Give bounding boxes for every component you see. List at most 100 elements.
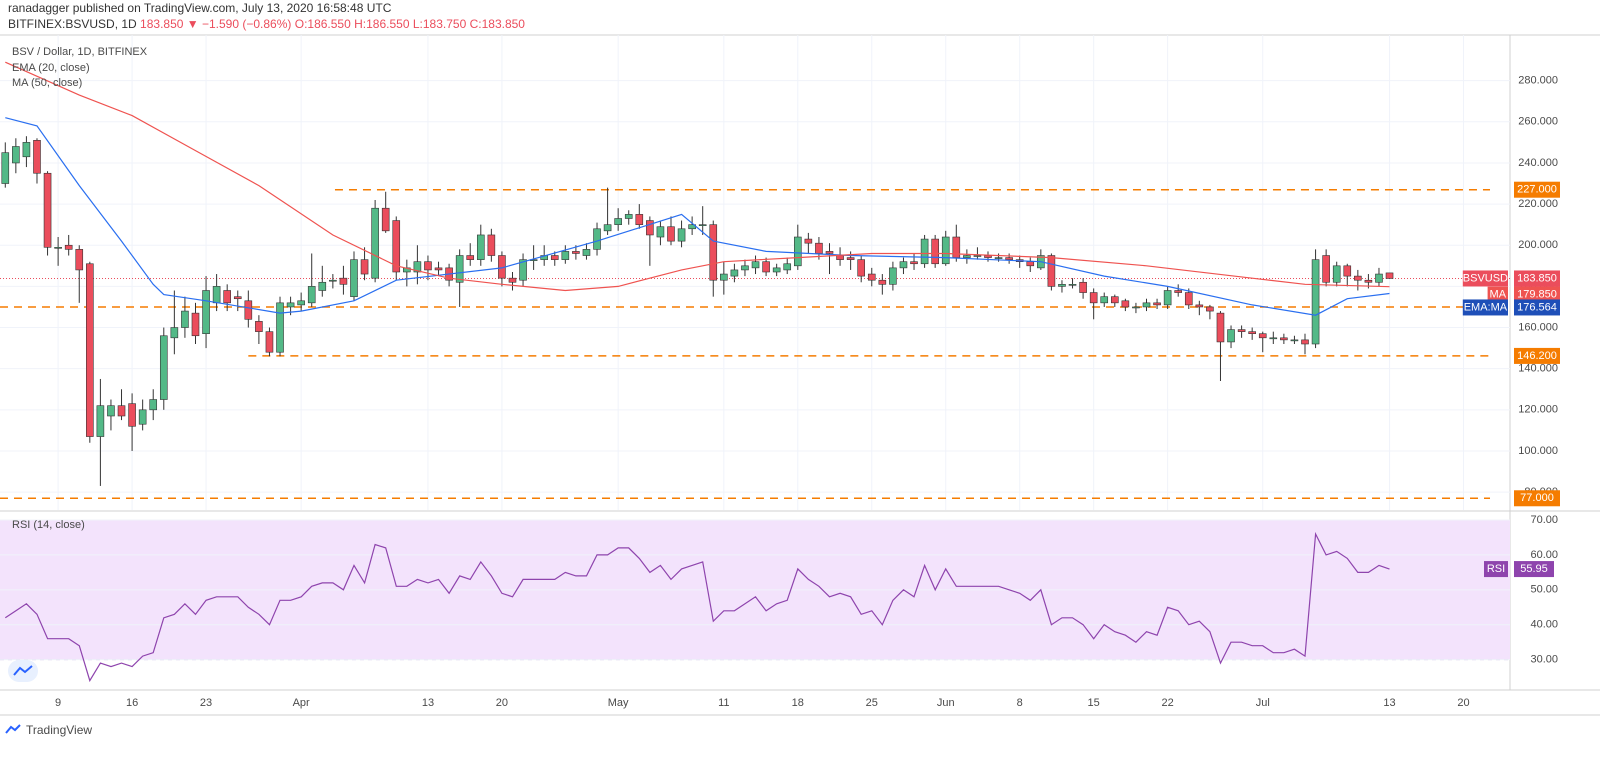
series-name-box xyxy=(1484,561,1508,578)
candle-body xyxy=(1111,296,1119,304)
price-label: 179.850 xyxy=(1517,289,1557,301)
candle-body xyxy=(1005,257,1013,260)
x-tick-label: 22 xyxy=(1162,697,1174,709)
candle-body xyxy=(783,263,792,271)
high: H:186.550 xyxy=(354,17,410,31)
candle-body xyxy=(878,279,887,285)
candle-body xyxy=(889,267,897,285)
y-tick-label: 120.000 xyxy=(1518,404,1558,416)
series-name-box xyxy=(1462,299,1508,316)
candle-body xyxy=(223,290,231,304)
candle-body xyxy=(624,214,633,219)
candle-body xyxy=(181,310,189,328)
candle-body xyxy=(931,238,939,265)
candle-body xyxy=(1058,284,1066,287)
candle-body xyxy=(1206,306,1214,312)
candle-body xyxy=(656,226,665,238)
candle-body xyxy=(646,220,654,236)
price-label-box xyxy=(1514,270,1560,287)
candle-body xyxy=(286,302,295,308)
x-tick-label: 15 xyxy=(1088,697,1100,709)
x-tick-label: 9 xyxy=(55,697,61,709)
price-label: 146.200 xyxy=(1517,350,1557,362)
candle-body xyxy=(202,290,210,335)
y-tick-label: 240.000 xyxy=(1518,157,1558,169)
candle-body xyxy=(1153,302,1161,306)
candle-body xyxy=(466,255,475,260)
candle-body xyxy=(1100,296,1109,304)
candle-body xyxy=(1311,259,1320,345)
rsi-line xyxy=(4,531,1390,683)
candle-body xyxy=(793,236,802,267)
candle-body xyxy=(1385,272,1394,279)
candle-body xyxy=(33,140,41,174)
candle-body xyxy=(107,405,115,417)
candle-body xyxy=(297,300,305,306)
candle-body xyxy=(318,281,327,291)
candle-body xyxy=(307,286,316,304)
y-tick-label: 260.000 xyxy=(1518,116,1558,128)
y-tick-label: 280.000 xyxy=(1518,75,1558,87)
candle-body xyxy=(64,244,73,250)
candle-body xyxy=(984,255,992,258)
y-tick-label: 30.00 xyxy=(1530,654,1558,666)
x-tick-label: Jun xyxy=(937,697,955,709)
candle-body xyxy=(434,267,443,271)
candle-body xyxy=(413,261,422,273)
pane-title: BSV / Dollar, 1D, BITFINEX xyxy=(12,46,148,58)
y-tick-label: 100.000 xyxy=(1518,445,1558,457)
candle-body xyxy=(1280,337,1288,341)
candle-body xyxy=(1354,275,1362,281)
candle-body xyxy=(1174,290,1183,293)
candle-body xyxy=(1079,281,1087,293)
candle-body xyxy=(867,273,876,281)
candle-body xyxy=(751,261,760,269)
candle-body xyxy=(519,259,527,281)
plot: 80.000100.000120.000140.000160.000180.00… xyxy=(0,35,1560,709)
candle-body xyxy=(973,255,982,257)
candle-body xyxy=(667,226,675,242)
x-tick-label: 11 xyxy=(718,697,729,709)
price-label: 55.95 xyxy=(1520,563,1548,575)
candle-body xyxy=(350,259,358,297)
candle-body xyxy=(772,267,781,273)
x-tick-label: 16 xyxy=(126,697,138,709)
candle-body xyxy=(1258,333,1267,339)
candle-body xyxy=(603,224,612,232)
candle-body xyxy=(487,234,496,256)
candle-body xyxy=(455,255,464,283)
y-tick-label: 60.00 xyxy=(1530,549,1558,561)
x-tick-label: 13 xyxy=(1383,697,1395,709)
candle-body xyxy=(75,249,84,271)
candle-body xyxy=(614,218,622,225)
low: L:183.750 xyxy=(413,17,467,31)
price: 183.850 xyxy=(140,17,184,31)
candle-body xyxy=(191,312,200,337)
candle-body xyxy=(1343,265,1352,277)
x-tick-label: 8 xyxy=(1017,697,1023,709)
candle-body xyxy=(128,403,136,427)
symbol: BITFINEX:BSVUSD, 1D xyxy=(8,17,137,31)
candle-body xyxy=(476,234,485,260)
candle-body xyxy=(910,261,918,265)
price-label-box xyxy=(1514,561,1554,578)
candle-body xyxy=(339,277,348,285)
x-tick-label: May xyxy=(608,697,629,709)
x-tick-label: 23 xyxy=(200,697,212,709)
candle-body xyxy=(159,335,168,400)
candle-body xyxy=(233,296,242,300)
indicator-line xyxy=(5,61,1390,292)
candle-body xyxy=(244,300,253,320)
candle-body xyxy=(582,249,591,256)
open: O:186.550 xyxy=(295,17,351,31)
candle-body xyxy=(381,207,390,232)
price-label-box xyxy=(1514,286,1560,303)
candle-body xyxy=(709,224,718,281)
candle-body xyxy=(920,238,929,265)
candle-body xyxy=(741,265,749,271)
candle-body xyxy=(572,251,580,254)
candle-body xyxy=(371,207,379,279)
candle-body xyxy=(276,302,284,353)
candle-body xyxy=(857,259,865,277)
